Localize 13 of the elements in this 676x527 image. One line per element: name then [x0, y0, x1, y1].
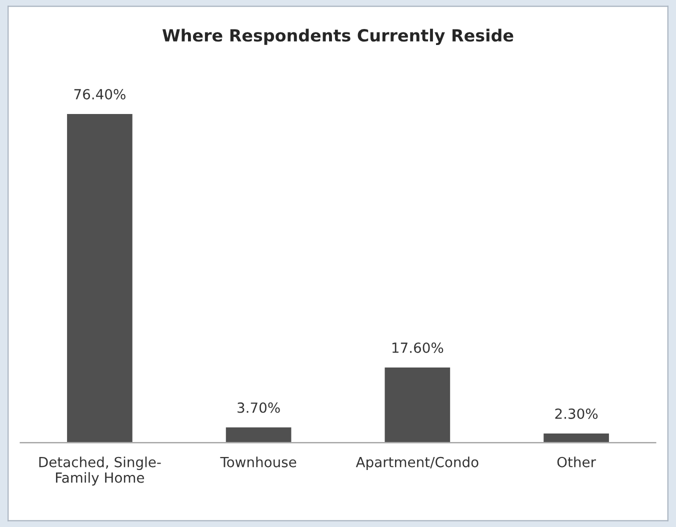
- x-tick-label: Townhouse: [220, 456, 296, 468]
- bar: [66, 112, 134, 443]
- data-label: 17.60%: [392, 342, 444, 353]
- bar: [383, 366, 452, 443]
- bar: [224, 426, 293, 443]
- data-label: 2.30%: [555, 408, 598, 419]
- chart-title: Where Respondents Currently Reside: [162, 28, 514, 46]
- x-tick-label: Detached, Single- Family Home: [39, 456, 161, 486]
- x-tick-label: Apartment/Condo: [356, 456, 478, 470]
- bar: [542, 432, 610, 443]
- data-label: 76.40%: [74, 88, 126, 100]
- x-tick-label: Other: [557, 456, 596, 468]
- data-label: 3.70%: [238, 402, 280, 413]
